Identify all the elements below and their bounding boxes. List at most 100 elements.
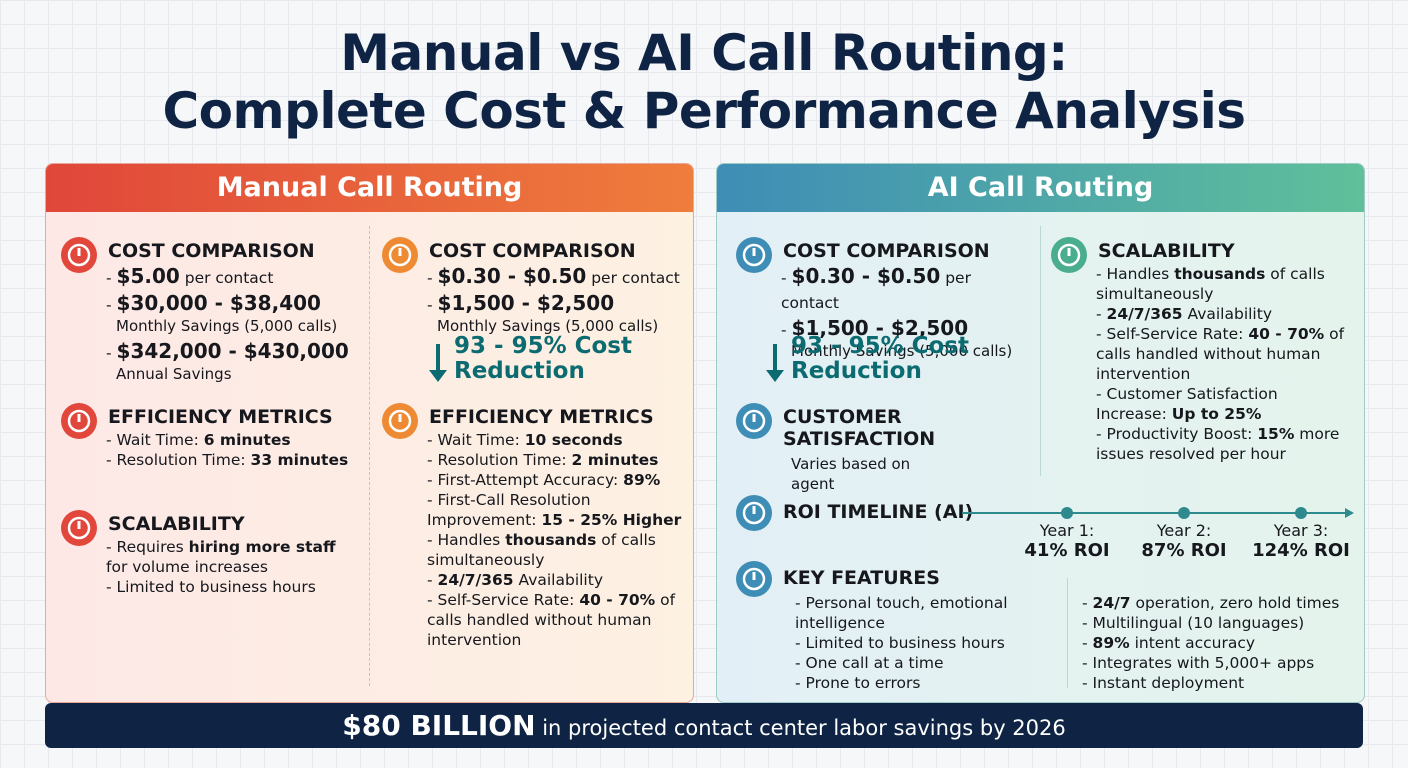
roi-value: 41% ROI [1024, 540, 1110, 561]
list-line: - One call at a time [795, 653, 1025, 673]
timeline [962, 507, 1354, 519]
text: - [1082, 634, 1093, 652]
text: - [106, 296, 117, 314]
list-line: - Requires hiring more staff for volume … [106, 537, 356, 577]
icon [1051, 237, 1087, 273]
text: - [427, 296, 438, 314]
text: Availability [1182, 305, 1273, 323]
title-line: Manual vs AI Call Routing: [340, 24, 1068, 82]
text: - [427, 269, 438, 287]
list-line: - Resolution Time: 2 minutes [427, 450, 682, 470]
emphasis: $342,000 - $430,000 [116, 339, 349, 363]
down-arrow [429, 344, 447, 382]
icon [382, 237, 418, 273]
list-line: - Multilingual (10 languages) [1082, 613, 1352, 633]
section-lines: - $0.30 - $0.50 per contact - $1,500 - $2… [781, 264, 1031, 364]
section-heading: CUSTOMER SATISFACTION [783, 406, 936, 450]
section-heading: COST COMPARISON [429, 240, 636, 262]
manual-panel: Manual Call Routing COST COMPARISON - $5.… [45, 163, 694, 703]
emphasis: 89% [623, 471, 661, 489]
text: - [106, 269, 117, 287]
text: - Requires [106, 538, 189, 556]
list-line: - Wait Time: 10 seconds [427, 430, 682, 450]
section-heading: COST COMPARISON [783, 240, 990, 262]
text: - Wait Time: [427, 431, 525, 449]
text: - Resolution Time: [106, 451, 251, 469]
reduction-text: 93 - 95% Cost Reduction [454, 333, 632, 384]
list-line: - $1,500 - $2,500 [427, 291, 682, 318]
list-line: - 24/7/365 Availability [427, 570, 682, 590]
emphasis: $5.00 [116, 264, 180, 288]
text: per contact [179, 269, 274, 287]
text: Annual Savings [116, 365, 232, 383]
timeline-dot [1295, 507, 1307, 519]
reduction-text: 93 - 95% Cost Reduction [791, 333, 969, 384]
text: - Self-Service Rate: [427, 591, 580, 609]
divider [1067, 578, 1068, 688]
text: operation, zero hold times [1130, 594, 1340, 612]
emphasis: $0.30 - $0.50 [791, 264, 941, 288]
text: Monthly Savings (5,000 calls) [791, 342, 1013, 360]
footer-highlight: $80 BILLION [342, 709, 536, 742]
text: - Integrates with 5,000+ apps [1082, 654, 1315, 672]
list-line: - Instant deployment [1082, 673, 1352, 693]
text: - First-Call Resolution Improvement: [427, 491, 591, 529]
list-line: - First-Attempt Accuracy: 89% [427, 470, 682, 490]
text: - Customer Satisfaction Increase: [1096, 385, 1278, 423]
list-line: - 24/7/365 Availability [1096, 304, 1351, 324]
emphasis: thousands [1174, 265, 1266, 283]
section-heading: SCALABILITY [1098, 240, 1235, 262]
text: - Self-Service Rate: [1096, 325, 1249, 343]
section-lines: - Wait Time: 10 seconds - Resolution Time… [427, 430, 682, 650]
timeline-dot [1178, 507, 1190, 519]
icon [382, 403, 418, 439]
list-line: Monthly Savings (5,000 calls) [791, 343, 1031, 360]
icon [61, 403, 97, 439]
divider [369, 226, 370, 686]
emphasis: $1,500 - $2,500 [791, 316, 969, 340]
text: - Prone to errors [795, 674, 921, 692]
emphasis: $0.30 - $0.50 [437, 264, 587, 288]
roi-point: Year 1: 41% ROI [1007, 521, 1127, 561]
text: Varies based on agent [791, 455, 911, 493]
emphasis: 10 seconds [524, 431, 623, 449]
emphasis: 24/7/365 [437, 571, 514, 589]
section-heading: COST COMPARISON [108, 240, 315, 262]
roi-value: 124% ROI [1252, 540, 1350, 561]
section-heading: EFFICIENCY METRICS [108, 406, 333, 428]
emphasis: 15% [1257, 425, 1295, 443]
section-heading: EFFICIENCY METRICS [429, 406, 654, 428]
roi-label: Year 2: [1156, 521, 1212, 540]
emphasis: 24/7 [1092, 594, 1131, 612]
list-line: - Handles thousands of calls simultaneou… [427, 530, 682, 570]
text: - [1096, 305, 1107, 323]
emphasis: $30,000 - $38,400 [116, 291, 321, 315]
list-line: - Prone to errors [795, 673, 1025, 693]
section-heading: KEY FEATURES [783, 567, 940, 589]
text: - [1082, 594, 1093, 612]
list-line: - $30,000 - $38,400 [106, 291, 356, 318]
list-line: - $342,000 - $430,000 [106, 339, 356, 366]
text: - Handles [427, 531, 506, 549]
feature-list: - 24/7 operation, zero hold times - Multi… [1082, 593, 1352, 693]
list-line: - Self-Service Rate: 40 - 70% of calls h… [1096, 324, 1351, 384]
section-lines: - Handles thousands of calls simultaneou… [1096, 264, 1351, 464]
icon [736, 403, 772, 439]
text: of calls simultaneously [427, 531, 656, 569]
emphasis: 40 - 70% [1248, 325, 1325, 343]
roi-label: Year 3: [1273, 521, 1329, 540]
list-line: - Resolution Time: 33 minutes [106, 450, 356, 470]
text: - [781, 321, 792, 339]
emphasis: $1,500 - $2,500 [437, 291, 615, 315]
emphasis: 89% [1092, 634, 1130, 652]
roi-point: Year 2: 87% ROI [1124, 521, 1244, 561]
list-line: - Customer Satisfaction Increase: Up to … [1096, 384, 1351, 424]
section-heading: ROI TIMELINE (AI) [783, 501, 974, 523]
text: - Wait Time: [106, 431, 204, 449]
icon [736, 237, 772, 273]
panel-header: AI Call Routing [717, 164, 1364, 212]
text: - Instant deployment [1082, 674, 1245, 692]
section-lines: - Requires hiring more staff for volume … [106, 537, 356, 597]
list-line: - Integrates with 5,000+ apps [1082, 653, 1352, 673]
